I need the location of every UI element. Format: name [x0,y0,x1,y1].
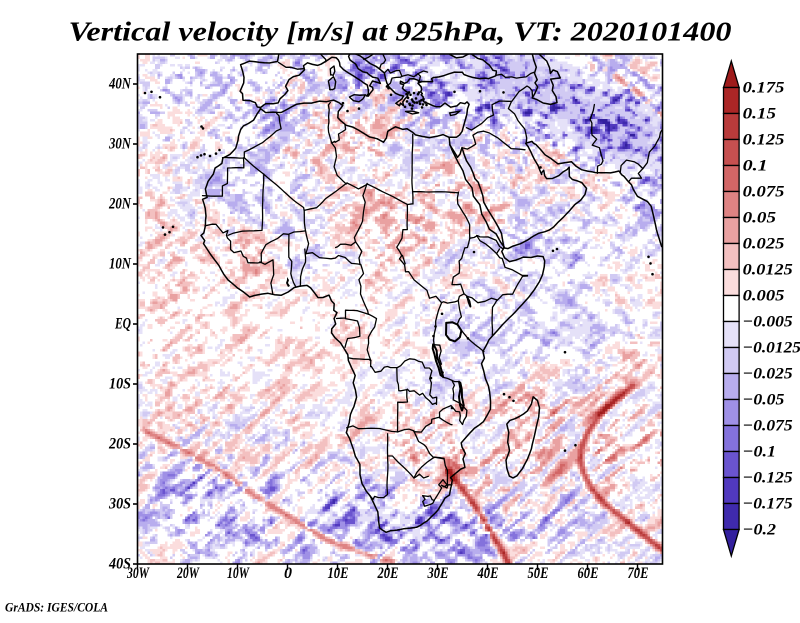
svg-text:50E: 50E [528,565,549,582]
svg-text:0.1: 0.1 [743,158,768,175]
svg-text:0: 0 [284,565,292,582]
svg-text:0.0125: 0.0125 [743,262,793,279]
svg-text:30W: 30W [126,565,150,582]
svg-text:−0.125: −0.125 [743,470,793,487]
svg-text:Vertical velocity [m/s] at 925: Vertical velocity [m/s] at 925hPa, VT: 2… [69,16,732,47]
svg-text:20E: 20E [377,565,399,582]
svg-text:0.005: 0.005 [743,288,785,305]
svg-text:40S: 40S [108,556,131,573]
svg-text:0.125: 0.125 [743,132,785,149]
svg-text:−0.075: −0.075 [743,418,793,435]
svg-text:30E: 30E [427,565,449,582]
svg-text:20W: 20W [176,565,200,582]
svg-text:0.075: 0.075 [743,184,785,201]
svg-text:0.175: 0.175 [743,80,785,97]
svg-text:EQ: EQ [114,316,131,333]
svg-text:−0.05: −0.05 [743,392,785,409]
svg-text:0.025: 0.025 [743,236,785,253]
svg-text:20S: 20S [108,436,131,453]
svg-text:10S: 10S [109,376,131,393]
svg-text:20N: 20N [108,196,132,213]
svg-text:30S: 30S [108,496,131,513]
svg-text:70E: 70E [628,565,649,582]
svg-text:40E: 40E [477,565,499,582]
svg-text:40N: 40N [108,76,132,93]
svg-text:10W: 10W [227,565,250,582]
svg-text:−0.005: −0.005 [743,314,793,331]
svg-text:10E: 10E [328,565,349,582]
svg-text:−0.1: −0.1 [743,444,776,461]
svg-text:−0.025: −0.025 [743,366,793,383]
svg-text:10N: 10N [109,256,132,273]
svg-text:−0.0125: −0.0125 [743,340,800,357]
svg-text:GrADS: IGES/COLA: GrADS: IGES/COLA [5,601,108,615]
svg-text:30N: 30N [108,136,132,153]
svg-text:0.05: 0.05 [743,210,776,227]
svg-text:60E: 60E [578,565,599,582]
svg-text:−0.2: −0.2 [743,522,776,539]
svg-text:0.15: 0.15 [743,106,776,123]
svg-text:−0.175: −0.175 [743,496,793,513]
